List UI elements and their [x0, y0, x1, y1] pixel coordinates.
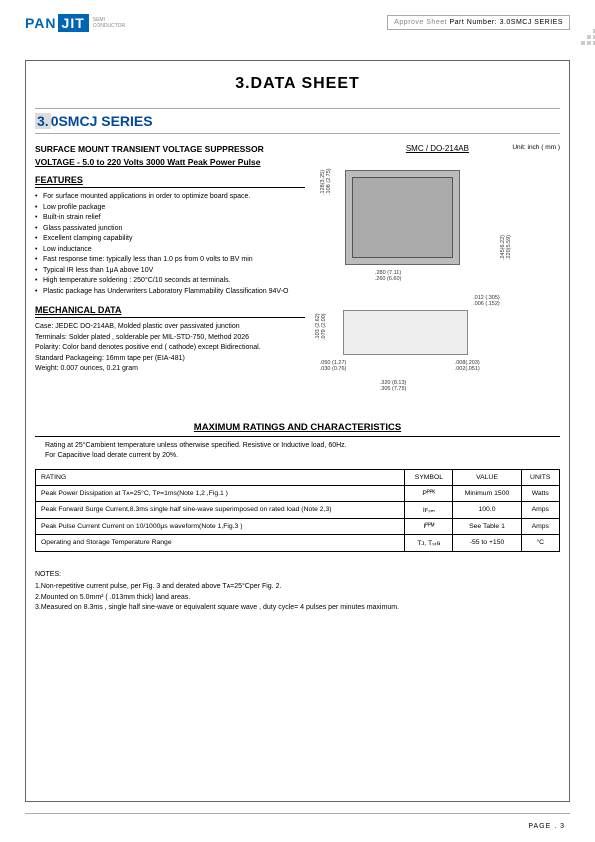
package-drawing: .128(3.25).108 (2.75) .245(6.22).220(5.5… — [315, 165, 495, 410]
feature-item: Fast response time: typically less than … — [35, 255, 305, 266]
package-unit: Unit: inch ( mm ) — [512, 144, 560, 151]
th-rating: RATING — [36, 469, 405, 485]
notes-section: NOTES: 1.Non-repetitive current pulse, p… — [35, 570, 560, 614]
logo: PANJIT SEMI CONDUCTOR — [25, 15, 125, 31]
feature-item: Low inductance — [35, 245, 305, 256]
max-ratings-note: Rating at 25°Cambient temperature unless… — [35, 441, 560, 461]
th-symbol: SYMBOL — [405, 469, 453, 485]
logo-subtitle: SEMI CONDUCTOR — [93, 17, 125, 29]
dim-bottom2: .320 (8.13).305 (7.75) — [380, 380, 407, 392]
dim-bl: .050 (1.27).030 (0.76) — [320, 360, 347, 372]
max-ratings-section: MAXIMUM RATINGS AND CHARACTERISTICS Rati… — [35, 422, 560, 552]
footer-divider — [25, 813, 570, 814]
table-row: Peak Forward Surge Current,8.3ms single … — [36, 501, 560, 518]
table-row: Operating and Storage Temperature Range … — [36, 534, 560, 551]
feature-item: Excellent clamping capability — [35, 234, 305, 245]
logo-jit: JIT — [58, 14, 89, 32]
mechanical-text: Case: JEDEC DO-214AB, Molded plastic ove… — [35, 322, 305, 375]
max-ratings-title: MAXIMUM RATINGS AND CHARACTERISTICS — [35, 422, 560, 437]
feature-item: Glass passivated junction — [35, 224, 305, 235]
note-item: 1.Non-repetitive current pulse, per Fig.… — [35, 582, 560, 593]
chip-side-view — [343, 310, 468, 355]
features-heading: FEATURES — [35, 175, 305, 188]
table-header-row: RATING SYMBOL VALUE UNITS — [36, 469, 560, 485]
feature-item: High temperature soldering : 250°C/10 se… — [35, 276, 305, 287]
left-column: SURFACE MOUNT TRANSIENT VOLTAGE SUPPRESS… — [35, 144, 305, 410]
th-units: UNITS — [521, 469, 559, 485]
dim-right2: .012 (.305).006 (.152) — [473, 295, 500, 307]
feature-item: Plastic package has Underwriters Laborat… — [35, 287, 305, 298]
subtitle-product: SURFACE MOUNT TRANSIENT VOLTAGE SUPPRESS… — [35, 144, 305, 154]
dim-left1: .128(3.25).108 (2.75) — [320, 168, 332, 195]
logo-pan: PAN — [25, 15, 57, 31]
table-row: Peak Pulse Current Current on 10/1000μs … — [36, 518, 560, 534]
main-title: 3.DATA SHEET — [35, 75, 560, 93]
feature-item: Typical IR less than 1μA above 10V — [35, 266, 305, 277]
content: 3.DATA SHEET 3.0SMCJ SERIES SURFACE MOUN… — [35, 75, 560, 792]
approve-sheet-box: Approve Sheet Part Number: 3.0SMCJ SERIE… — [387, 15, 570, 30]
dim-left2: .103 (2.62).079 (2.00) — [315, 313, 327, 340]
header: PANJIT SEMI CONDUCTOR Approve Sheet Part… — [0, 0, 595, 50]
dim-right1: .245(6.22).220(5.59) — [500, 235, 512, 260]
subtitle-voltage: VOLTAGE - 5.0 to 220 Volts 3000 Watt Pea… — [35, 157, 305, 167]
dim-br: .008(.203).002(.051) — [455, 360, 480, 372]
th-value: VALUE — [453, 469, 521, 485]
chip-top-inner — [352, 177, 453, 258]
note-item: 2.Mounted on 5.0mm² ( .013mm thick) land… — [35, 593, 560, 604]
note-item: 3.Measured on 8.3ms , single half sine-w… — [35, 603, 560, 614]
right-column: SMC / DO-214AB Unit: inch ( mm ) .128(3.… — [315, 144, 560, 410]
dim-bottom1: .280 (7.11).260 (6.60) — [375, 270, 402, 282]
page-number: PAGE . 3 — [528, 823, 565, 830]
features-list: For surface mounted applications in orde… — [35, 192, 305, 297]
feature-item: Built-in strain relief — [35, 213, 305, 224]
ratings-table: RATING SYMBOL VALUE UNITS Peak Power Dis… — [35, 469, 560, 552]
mechanical-heading: MECHANICAL DATA — [35, 305, 305, 318]
feature-item: Low profile package — [35, 203, 305, 214]
feature-item: For surface mounted applications in orde… — [35, 192, 305, 203]
notes-heading: NOTES: — [35, 570, 560, 581]
series-title: 3.0SMCJ SERIES — [35, 108, 560, 134]
table-row: Peak Power Dissipation at Tᴀ=25°C, Tᴘ=1m… — [36, 485, 560, 501]
